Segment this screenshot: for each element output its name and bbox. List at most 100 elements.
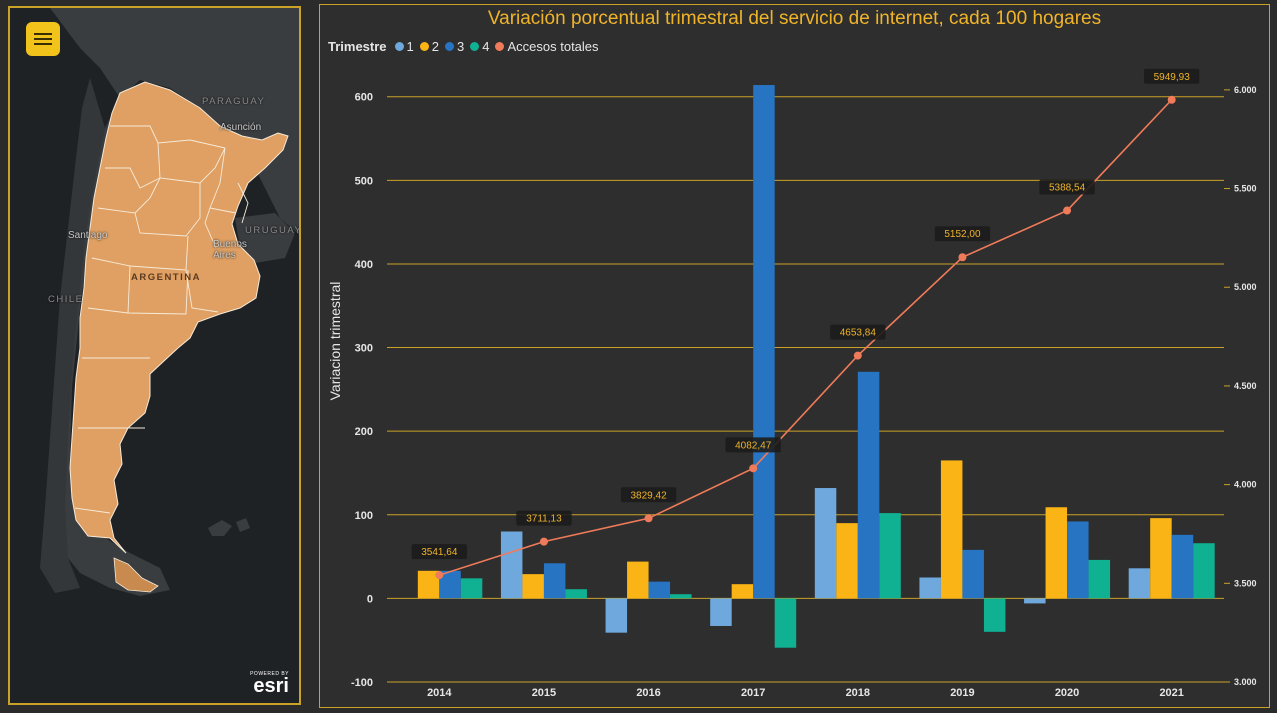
y-tick-label: 400 <box>355 259 373 271</box>
legend-item-q3[interactable]: 3 <box>445 39 464 54</box>
y-tick-label: 600 <box>355 92 373 104</box>
bar-4-2014 <box>460 578 483 599</box>
argentina-map[interactable] <box>10 8 301 705</box>
legend-label: Accesos totales <box>507 39 599 54</box>
legend-title: Trimestre <box>328 39 387 54</box>
x-tick-label: 2016 <box>636 687 660 699</box>
label-asuncion: Asunción <box>220 122 262 133</box>
y2-tick-label: 5.000 <box>1234 282 1257 292</box>
legend-label: 2 <box>431 39 440 54</box>
label-uruguay: URUGUAY <box>245 225 301 236</box>
y2-tick-label: 3.500 <box>1234 578 1257 588</box>
legend-item-q2[interactable]: 2 <box>419 39 440 54</box>
tierra-del-fuego <box>113 557 159 593</box>
y-tick-label: -100 <box>351 677 373 689</box>
attribution-powered-text: POWERED BY <box>250 671 289 677</box>
bar-4-2017 <box>774 598 797 648</box>
bar-2-2018 <box>836 523 858 599</box>
legend-label: 1 <box>406 39 414 54</box>
bar-1-2017 <box>710 598 732 626</box>
uruguay-land <box>235 213 295 263</box>
bar-3-2014 <box>439 570 461 599</box>
y-tick-label: 100 <box>355 510 373 522</box>
data-label: 5152,00 <box>944 229 981 240</box>
x-tick-label: 2020 <box>1055 687 1079 699</box>
bar-2-2017 <box>731 584 754 599</box>
y2-tick-label: 3.000 <box>1234 677 1257 687</box>
data-label: 3711,13 <box>526 514 562 525</box>
y-tick-label: 500 <box>355 175 373 187</box>
y-tick-label: 300 <box>355 343 373 355</box>
esri-logo: esri <box>253 675 289 697</box>
label-santiago: Santiago <box>68 230 108 241</box>
y2-tick-label: 4.000 <box>1234 480 1257 490</box>
bar-2-2019 <box>940 460 963 599</box>
bar-2-2014 <box>417 570 440 599</box>
label-paraguay: PARAGUAY <box>202 96 266 107</box>
bar-4-2019 <box>983 598 1006 632</box>
chart-legend: Trimestre 1 2 3 4 Accesos totales <box>328 39 605 54</box>
bar-2-2020 <box>1045 507 1068 599</box>
bar-4-2018 <box>879 513 901 599</box>
data-label: 4082,47 <box>735 440 772 451</box>
bar-4-2016 <box>670 594 692 599</box>
bar-3-2016 <box>648 581 671 599</box>
bar-3-2021 <box>1171 534 1194 599</box>
data-label-box <box>830 324 886 340</box>
line-point <box>749 464 758 473</box>
legend-item-q1[interactable]: 1 <box>394 39 414 54</box>
label-argentina: ARGENTINA <box>131 272 201 283</box>
data-label-box <box>934 226 991 242</box>
line-point <box>539 537 548 546</box>
data-label-box <box>1039 179 1095 195</box>
menu-button[interactable] <box>26 22 60 56</box>
bar-3-2020 <box>1067 521 1089 599</box>
legend-item-accesos[interactable]: Accesos totales <box>495 39 599 54</box>
line-point <box>853 351 862 360</box>
bar-4-2015 <box>565 589 587 599</box>
y2-tick-label: 4.500 <box>1234 381 1257 391</box>
x-tick-label: 2017 <box>741 687 765 699</box>
bar-3-2015 <box>543 563 566 599</box>
neighbor-land <box>50 8 299 596</box>
bar-2-2016 <box>627 561 649 599</box>
y2-tick-label: 6.000 <box>1234 85 1257 95</box>
chart-title: Variación porcentual trimestral del serv… <box>487 8 1102 29</box>
bar-3-2017 <box>753 85 775 599</box>
chart-panel: -100 0 100 200 300 400 500 600 3.000 3.500 4.000 4.… <box>319 4 1270 708</box>
x-tick-label: 2021 <box>1159 687 1183 699</box>
x-tick-label: 2018 <box>846 687 870 699</box>
line-point <box>644 514 653 523</box>
legend-swatch-icon <box>445 42 455 51</box>
malvinas-islands <box>208 518 250 536</box>
hamburger-menu-icon <box>34 30 52 48</box>
data-label: 5388,54 <box>1049 183 1086 194</box>
bar-4-2021 <box>1193 543 1215 599</box>
line-point <box>1063 206 1072 215</box>
bar-1-2016 <box>605 598 628 633</box>
legend-item-q4[interactable]: 4 <box>470 39 489 54</box>
legend-swatch-icon <box>495 42 505 51</box>
y-tick-label: 0 <box>367 593 373 605</box>
data-label-box <box>1143 68 1200 84</box>
chart-canvas: -100 0 100 200 300 400 500 600 3.000 3.500 4.000 4.… <box>327 68 1257 699</box>
label-chile: CHILE <box>48 294 84 305</box>
chile-land <box>40 78 105 593</box>
legend-label: 4 <box>482 39 490 54</box>
esri-attribution[interactable]: POWERED BY esri <box>250 671 289 697</box>
bar-1-2015 <box>500 531 523 599</box>
line-point <box>1167 95 1176 104</box>
y-tick-label: 200 <box>355 426 373 438</box>
province-borders <box>74 125 249 514</box>
bar-3-2019 <box>962 549 984 599</box>
bar-3-2018 <box>857 371 880 599</box>
data-label: 3829,42 <box>630 490 667 501</box>
bar-1-2020 <box>1024 598 1046 604</box>
map-panel[interactable]: PARAGUAY Asunción URUGUAY Santiago Bueno… <box>8 6 301 705</box>
bar-1-2021 <box>1128 568 1151 599</box>
bar-2-2015 <box>522 574 544 599</box>
data-label-box <box>516 510 572 526</box>
bar-4-2020 <box>1088 559 1111 599</box>
data-label: 5949,93 <box>1154 72 1191 83</box>
line-point <box>958 253 967 262</box>
